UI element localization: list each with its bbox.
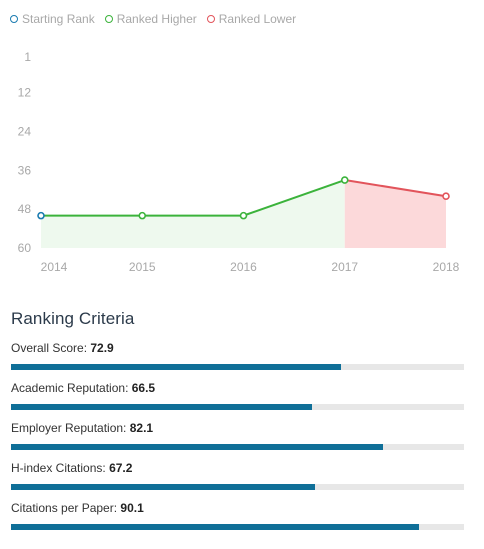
criteria-value: 67.2 xyxy=(109,461,133,475)
legend-item-starting-rank[interactable]: Starting Rank xyxy=(10,12,95,26)
y-tick-label: 1 xyxy=(24,50,31,64)
ranked-higher-line xyxy=(41,179,346,217)
criteria-bar-track xyxy=(11,484,464,490)
criteria-label: Overall Score: 72.9 xyxy=(11,341,464,357)
y-tick-label: 48 xyxy=(18,202,32,216)
ranked-lower-line xyxy=(344,179,447,198)
criteria-bar-fill xyxy=(11,524,420,530)
y-tick-label: 36 xyxy=(18,163,32,177)
criteria-row: Citations per Paper: 90.1 xyxy=(11,501,464,541)
ranked-higher-point xyxy=(138,211,147,220)
criteria-row: Academic Reputation: 66.5 xyxy=(11,381,464,421)
x-tick-label: 2017 xyxy=(331,260,358,274)
criteria-value: 90.1 xyxy=(120,501,144,515)
ranking-criteria-list: Overall Score: 72.9 Academic Reputation:… xyxy=(11,341,464,541)
ranked-lower-marker-icon xyxy=(206,15,215,23)
criteria-value: 66.5 xyxy=(131,381,156,395)
criteria-label: H-index Citations: 67.2 xyxy=(11,461,464,477)
criteria-bar-track xyxy=(11,524,464,530)
criteria-bar-fill xyxy=(11,444,383,450)
criteria-row: Employer Reputation: 82.1 xyxy=(11,421,464,461)
legend-label-ranked-lower: Ranked Lower xyxy=(218,12,297,26)
criteria-bar-track xyxy=(11,364,464,370)
x-tick-label: 2014 xyxy=(41,260,68,274)
legend-label-starting-rank: Starting Rank xyxy=(22,12,95,26)
criteria-bar-track xyxy=(11,404,464,410)
criteria-bar-fill xyxy=(11,404,313,410)
criteria-bar-track xyxy=(11,444,464,450)
criteria-row: H-index Citations: 67.2 xyxy=(11,461,464,501)
criteria-name: H-index Citations: xyxy=(11,461,106,475)
starting-rank-marker-icon xyxy=(10,15,18,23)
criteria-name: Academic Reputation: xyxy=(11,381,129,395)
criteria-value: 82.1 xyxy=(129,421,154,435)
ranked-higher-marker-icon xyxy=(104,15,113,23)
criteria-label: Citations per Paper: 90.1 xyxy=(11,501,464,517)
criteria-bar-fill xyxy=(11,364,342,370)
legend-item-ranked-higher[interactable]: Ranked Higher xyxy=(104,12,197,26)
x-tick-label: 2018 xyxy=(433,260,460,274)
ranked-higher-point xyxy=(340,176,349,184)
criteria-name: Overall Score: xyxy=(11,341,88,355)
starting-rank-point xyxy=(37,211,45,220)
ranked-lower-area xyxy=(344,180,446,248)
rank-history-chart: 1 12 24 36 48 60 2014 2015 2016 2017 2018 xyxy=(18,50,460,274)
ranked-higher-area xyxy=(41,180,345,248)
y-tick-label: 60 xyxy=(18,241,32,255)
rank-history-chart-svg: 1 12 24 36 48 60 2014 2015 2016 2017 2018 xyxy=(18,50,460,274)
legend-label-ranked-higher: Ranked Higher xyxy=(116,12,197,26)
y-tick-label: 12 xyxy=(18,86,32,100)
x-tick-label: 2015 xyxy=(129,260,156,274)
ranked-lower-point xyxy=(442,192,450,201)
ranked-higher-point xyxy=(239,211,248,220)
y-tick-label: 24 xyxy=(18,124,32,138)
criteria-label: Employer Reputation: 82.1 xyxy=(11,421,464,437)
criteria-row: Overall Score: 72.9 xyxy=(11,341,464,381)
ranking-criteria-title: Ranking Criteria xyxy=(11,309,135,328)
criteria-bar-fill xyxy=(11,484,316,490)
chart-legend: Starting Rank Ranked Higher Ranked Lower xyxy=(10,12,296,26)
criteria-label: Academic Reputation: 66.5 xyxy=(11,381,464,397)
x-tick-label: 2016 xyxy=(230,260,257,274)
legend-item-ranked-lower[interactable]: Ranked Lower xyxy=(206,12,297,26)
criteria-value: 72.9 xyxy=(90,341,114,355)
criteria-name: Employer Reputation: xyxy=(11,421,127,435)
criteria-name: Citations per Paper: xyxy=(11,501,118,515)
